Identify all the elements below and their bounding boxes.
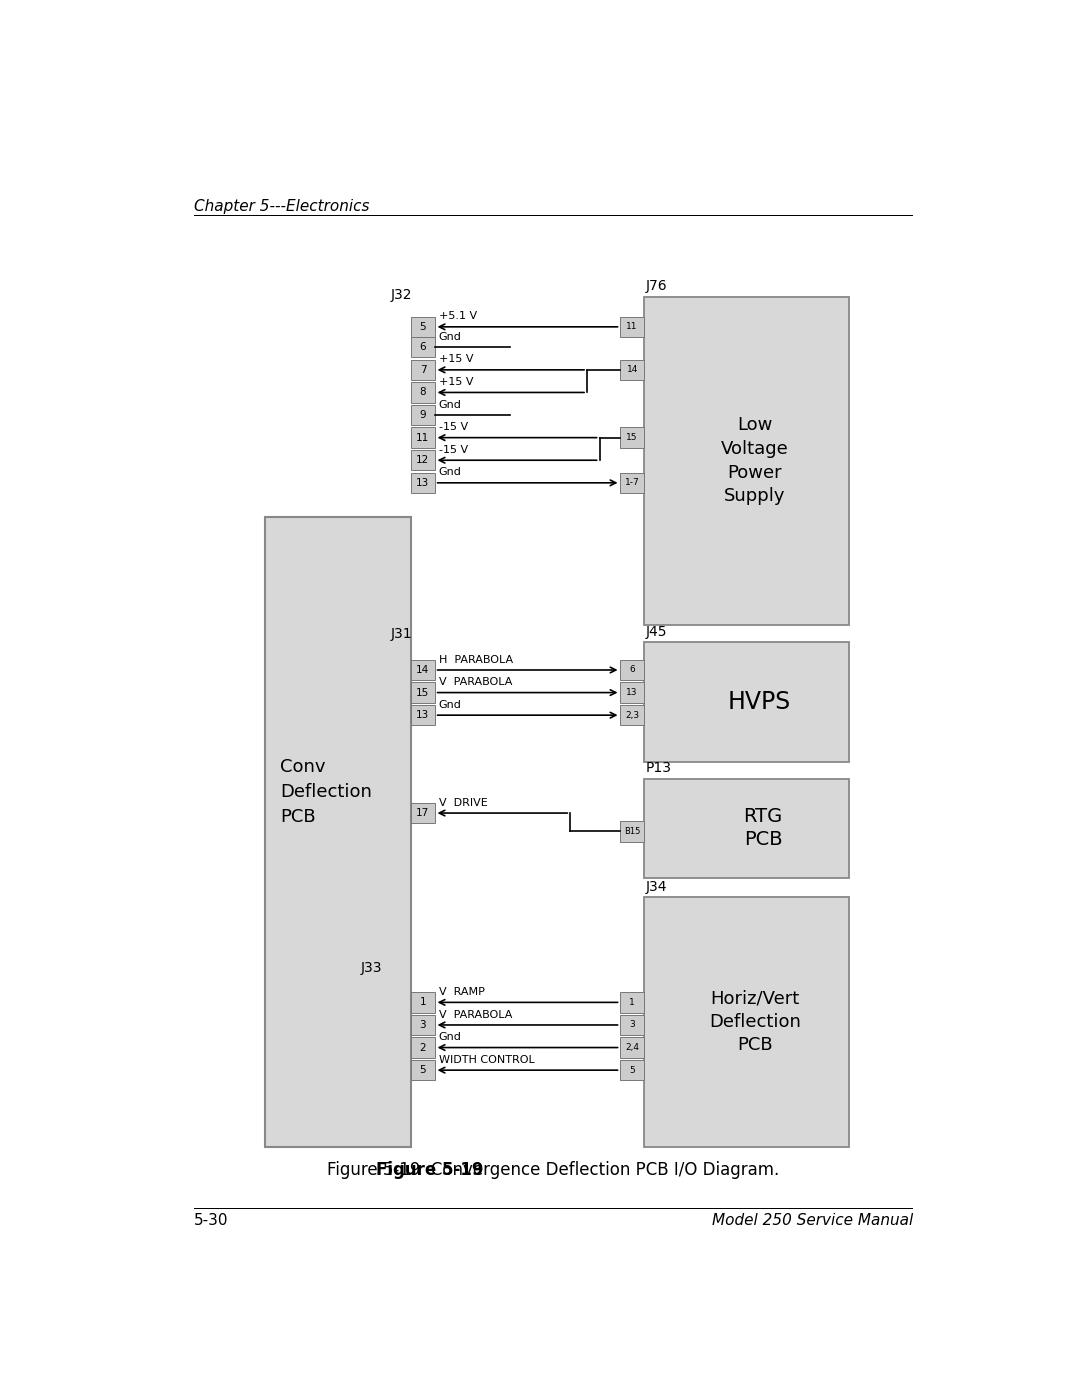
- Text: 5: 5: [630, 1066, 635, 1074]
- Text: V  DRIVE: V DRIVE: [438, 798, 487, 807]
- Bar: [620, 427, 644, 448]
- Bar: [644, 643, 849, 763]
- Bar: [411, 337, 434, 358]
- Text: 2,4: 2,4: [625, 1044, 639, 1052]
- Text: 1: 1: [630, 997, 635, 1007]
- Text: 14: 14: [626, 366, 638, 374]
- Text: 5: 5: [420, 321, 427, 332]
- Bar: [620, 317, 644, 337]
- Text: RTG
PCB: RTG PCB: [743, 807, 783, 849]
- Text: V  PARABOLA: V PARABOLA: [438, 1010, 512, 1020]
- Text: 6: 6: [630, 665, 635, 675]
- Bar: [411, 405, 434, 425]
- Text: Figure 5-19: Figure 5-19: [376, 1161, 484, 1179]
- Text: 7: 7: [420, 365, 427, 374]
- Text: J31: J31: [390, 627, 411, 641]
- Text: J33: J33: [361, 961, 382, 975]
- Text: 12: 12: [416, 455, 430, 465]
- Text: Model 250 Service Manual: Model 250 Service Manual: [712, 1213, 914, 1228]
- Text: 13: 13: [416, 710, 430, 721]
- Text: 2,3: 2,3: [625, 711, 639, 719]
- Bar: [620, 992, 644, 1013]
- Bar: [265, 517, 411, 1147]
- Bar: [620, 1038, 644, 1058]
- Bar: [411, 359, 434, 380]
- Text: 3: 3: [420, 1020, 427, 1030]
- Text: 14: 14: [416, 665, 430, 675]
- Bar: [411, 450, 434, 471]
- Bar: [620, 359, 644, 380]
- Text: -15 V: -15 V: [438, 444, 468, 455]
- Text: 13: 13: [416, 478, 430, 488]
- Text: 11: 11: [416, 433, 430, 443]
- Bar: [411, 317, 434, 337]
- Bar: [411, 427, 434, 448]
- Text: V  RAMP: V RAMP: [438, 988, 485, 997]
- Text: J45: J45: [646, 624, 667, 638]
- Text: 15: 15: [626, 433, 638, 441]
- Text: Figure 5-19  Convergence Deflection PCB I/O Diagram.: Figure 5-19 Convergence Deflection PCB I…: [327, 1161, 780, 1179]
- Bar: [644, 778, 849, 877]
- Text: Horiz/Vert
Deflection
PCB: Horiz/Vert Deflection PCB: [708, 989, 800, 1055]
- Text: J32: J32: [390, 288, 411, 302]
- Bar: [620, 1014, 644, 1035]
- Bar: [411, 682, 434, 703]
- Text: Chapter 5---Electronics: Chapter 5---Electronics: [193, 198, 369, 214]
- Text: H  PARABOLA: H PARABOLA: [438, 655, 513, 665]
- Bar: [620, 472, 644, 493]
- Text: 15: 15: [416, 687, 430, 697]
- Text: 1-7: 1-7: [625, 478, 639, 488]
- Bar: [411, 705, 434, 725]
- Bar: [411, 1060, 434, 1080]
- Text: HVPS: HVPS: [727, 690, 791, 714]
- Text: Gnd: Gnd: [438, 400, 462, 409]
- Text: 9: 9: [420, 411, 427, 420]
- Text: J76: J76: [646, 279, 667, 293]
- Text: 3: 3: [630, 1020, 635, 1030]
- Text: 2: 2: [420, 1042, 427, 1052]
- Text: Gnd: Gnd: [438, 700, 462, 710]
- Text: P13: P13: [646, 761, 672, 775]
- Text: 6: 6: [420, 342, 427, 352]
- Text: Gnd: Gnd: [438, 332, 462, 342]
- Bar: [411, 803, 434, 823]
- Bar: [411, 472, 434, 493]
- Bar: [644, 897, 849, 1147]
- Text: Conv
Deflection
PCB: Conv Deflection PCB: [280, 757, 372, 826]
- Bar: [411, 659, 434, 680]
- Bar: [411, 992, 434, 1013]
- Text: V  PARABOLA: V PARABOLA: [438, 678, 512, 687]
- Bar: [644, 296, 849, 624]
- Text: +15 V: +15 V: [438, 377, 473, 387]
- Text: 13: 13: [626, 689, 638, 697]
- Bar: [411, 383, 434, 402]
- Text: 5-30: 5-30: [193, 1213, 228, 1228]
- Bar: [620, 682, 644, 703]
- Bar: [620, 659, 644, 680]
- Text: -15 V: -15 V: [438, 422, 468, 432]
- Text: J34: J34: [646, 880, 667, 894]
- Text: Low
Voltage
Power
Supply: Low Voltage Power Supply: [721, 416, 788, 506]
- Text: 11: 11: [626, 323, 638, 331]
- Text: Gnd: Gnd: [438, 468, 462, 478]
- Bar: [411, 1014, 434, 1035]
- Text: 8: 8: [420, 387, 427, 398]
- Bar: [411, 1038, 434, 1058]
- Text: 5: 5: [420, 1065, 427, 1076]
- Bar: [620, 821, 644, 841]
- Text: Gnd: Gnd: [438, 1032, 462, 1042]
- Text: 17: 17: [416, 807, 430, 819]
- Bar: [620, 705, 644, 725]
- Text: WIDTH CONTROL: WIDTH CONTROL: [438, 1055, 535, 1065]
- Text: +15 V: +15 V: [438, 355, 473, 365]
- Text: B15: B15: [624, 827, 640, 835]
- Text: +5.1 V: +5.1 V: [438, 312, 477, 321]
- Text: 1: 1: [420, 997, 427, 1007]
- Bar: [620, 1060, 644, 1080]
